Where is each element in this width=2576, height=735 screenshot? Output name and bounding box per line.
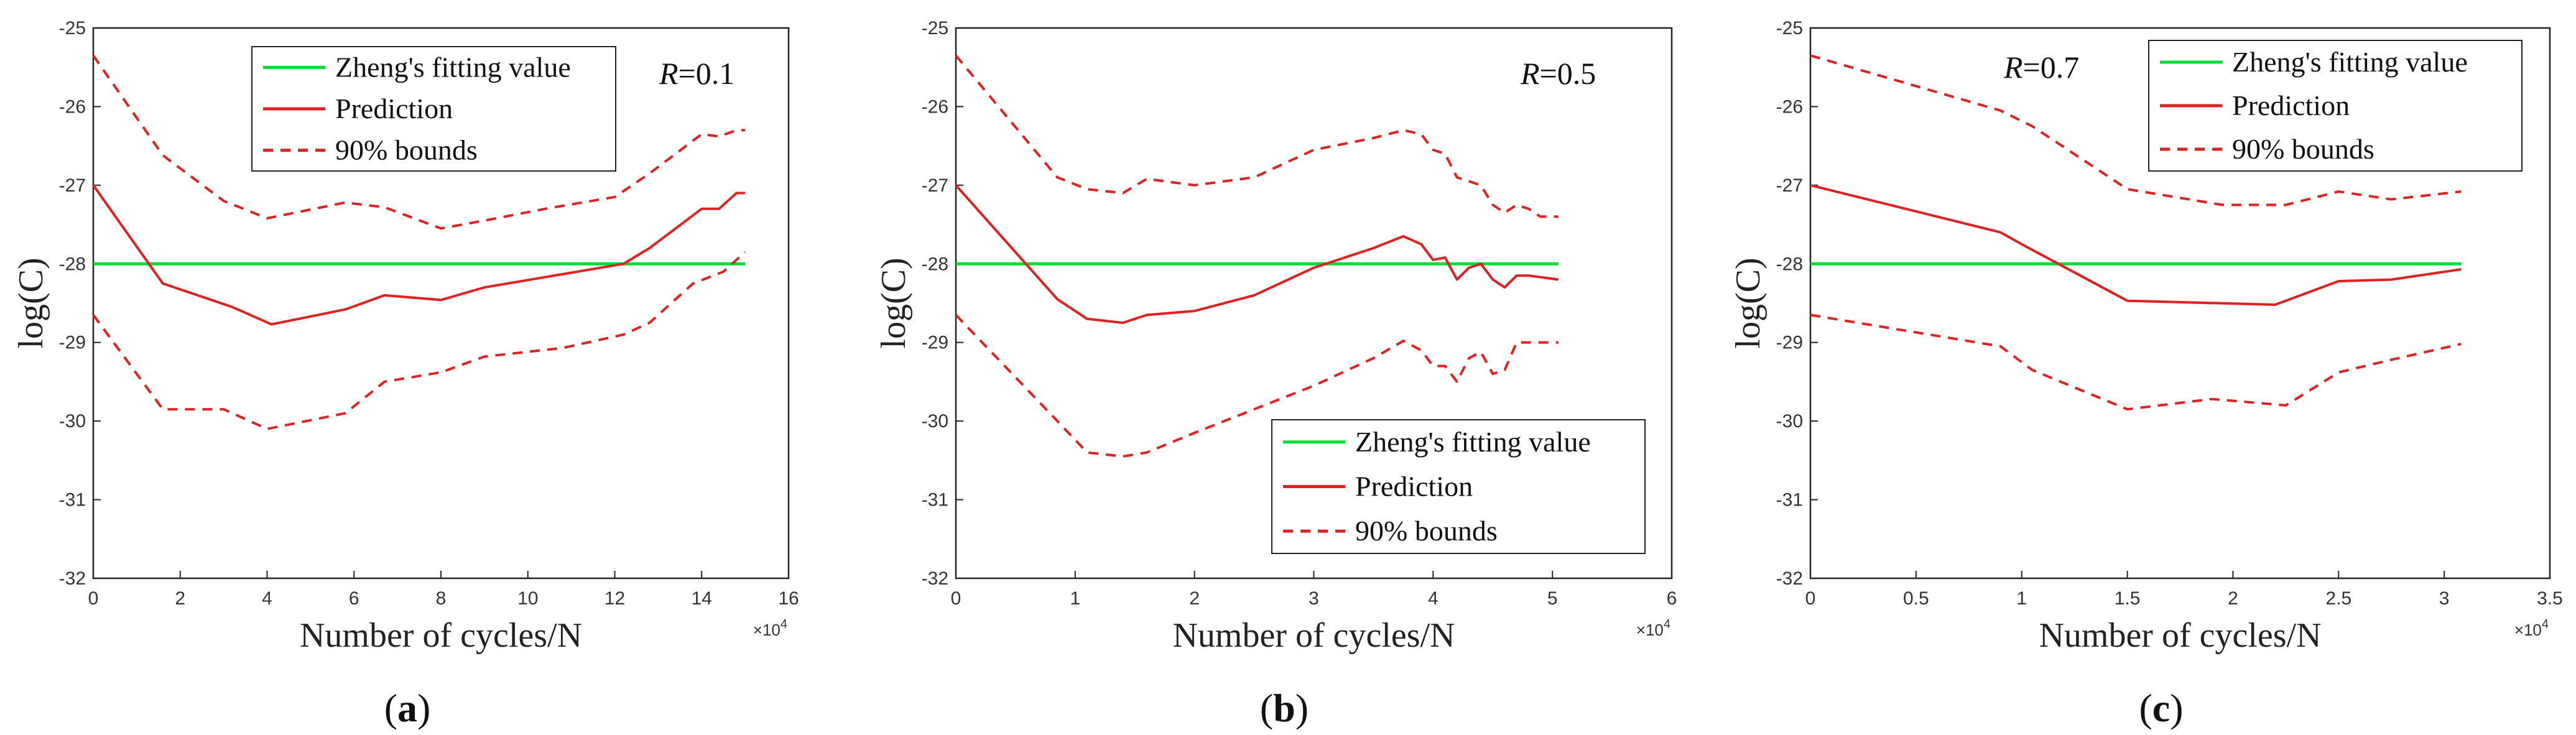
y-tick-label: -32 — [1776, 568, 1803, 589]
y-tick-label: -26 — [1776, 96, 1803, 117]
legend-label-2: 90% bounds — [1355, 515, 1498, 547]
series-line-2 — [92, 55, 746, 230]
y-tick-label: -25 — [1776, 18, 1803, 39]
x-tick-label: 12 — [605, 588, 625, 609]
x-tick-label: 0 — [951, 588, 961, 609]
x-tick-label: 8 — [436, 588, 447, 609]
panel-c: -32 -31 -30 -29 -28 -27 -26 -25 0 0.5 1 1.5 2 2.5 3 3.5… — [1729, 18, 2563, 730]
y-tick-label: -30 — [59, 411, 86, 432]
x-tick-label: 2 — [1189, 588, 1200, 609]
legend: Zheng's fitting value Prediction 90% bound… — [1271, 419, 1646, 554]
y-tick-label: -25 — [922, 18, 948, 39]
x-tick-label: 3.5 — [2537, 588, 2563, 609]
y-axis-label: log(C) — [874, 257, 913, 348]
series-line-2 — [955, 55, 1559, 218]
x-tick-label: 1 — [2016, 588, 2027, 609]
legend-label-0: Zheng's fitting value — [2232, 46, 2468, 78]
y-tick-label: -31 — [1776, 490, 1803, 511]
x-tick-label: 10 — [517, 588, 538, 609]
series-line-1 — [1810, 183, 2462, 306]
x-tick-label: 6 — [1667, 588, 1677, 609]
y-tick-label: -28 — [922, 254, 948, 274]
series-line-2 — [1810, 54, 2462, 206]
x-tick-label: 6 — [349, 588, 359, 609]
x-tick-label: 0 — [1805, 588, 1816, 609]
y-tick-label: -28 — [59, 254, 86, 274]
x-tick-label: 4 — [1428, 588, 1439, 609]
y-tick-label: -26 — [59, 96, 86, 117]
x-tick-label: 5 — [1547, 588, 1558, 609]
y-axis-label: log(C) — [12, 257, 50, 348]
y-tick-label: -32 — [922, 568, 948, 589]
y-tick-label: -27 — [59, 175, 86, 196]
series-line-3 — [92, 251, 746, 430]
legend-label-2: 90% bounds — [335, 134, 478, 166]
series-line-1 — [955, 184, 1559, 325]
legend-label-0: Zheng's fitting value — [1355, 426, 1591, 458]
x-tick-label: 2 — [2228, 588, 2238, 609]
y-tick-label: -30 — [1776, 411, 1803, 432]
x-tick-label: 1.5 — [2115, 588, 2141, 609]
legend-label-1: Prediction — [335, 93, 453, 124]
x-tick-label: 2 — [175, 588, 185, 609]
y-tick-label: -25 — [59, 18, 86, 39]
x-tick-label: 0.5 — [1903, 588, 1929, 609]
legend: Zheng's fitting value Prediction 90% bound… — [251, 46, 616, 172]
panel-caption: (c) — [2139, 686, 2183, 730]
x-tick-label: 1 — [1070, 588, 1080, 609]
series-line-3 — [955, 314, 1559, 458]
legend-label-1: Prediction — [2232, 90, 2350, 121]
panel-a: -32 -31 -30 -29 -28 -27 -26 -25 0 2 4 6 8 10 12 14 16 ×10… — [12, 18, 799, 730]
x-multiplier: ×104 — [2514, 617, 2549, 639]
r-value-annotation: R=0.5 — [1520, 56, 1596, 91]
x-multiplier: ×104 — [1636, 617, 1670, 639]
x-axis-label: Number of cycles/N — [1172, 616, 1455, 655]
x-tick-label: 3 — [1309, 588, 1319, 609]
legend-label-0: Zheng's fitting value — [335, 51, 571, 83]
y-tick-label: -30 — [922, 411, 948, 432]
y-tick-label: -32 — [59, 568, 86, 589]
x-axis-label: Number of cycles/N — [300, 616, 582, 655]
legend: Zheng's fitting value Prediction 90% bound… — [2148, 40, 2523, 172]
x-tick-label: 2.5 — [2325, 588, 2351, 609]
y-tick-label: -26 — [922, 96, 948, 117]
y-axis-label: log(C) — [1729, 257, 1768, 348]
x-tick-label: 14 — [692, 588, 712, 609]
x-axis-label: Number of cycles/N — [2039, 616, 2321, 655]
y-tick-label: -28 — [1776, 254, 1803, 274]
y-tick-label: -29 — [922, 333, 948, 353]
x-multiplier: ×104 — [753, 617, 787, 639]
y-tick-label: -31 — [922, 490, 948, 511]
y-tick-label: -27 — [922, 175, 948, 196]
x-tick-label: 4 — [262, 588, 272, 609]
r-value-annotation: R=0.7 — [2003, 50, 2079, 85]
panel-caption: (a) — [384, 686, 431, 730]
series-line-1 — [92, 184, 746, 326]
x-tick-label: 16 — [778, 588, 799, 609]
x-tick-label: 0 — [88, 588, 99, 609]
x-tick-label: 3 — [2439, 588, 2450, 609]
y-tick-label: -29 — [1776, 333, 1803, 353]
y-tick-label: -31 — [59, 490, 86, 511]
series-line-3 — [1810, 313, 2462, 411]
y-tick-label: -29 — [59, 333, 86, 353]
y-tick-label: -27 — [1776, 175, 1803, 196]
legend-label-1: Prediction — [1355, 471, 1473, 502]
r-value-annotation: R=0.1 — [659, 56, 734, 91]
panel-b: -32 -31 -30 -29 -28 -27 -26 -25 0 1 2 3 4 5 6 ×104 Numbe… — [874, 18, 1677, 730]
panel-caption: (b) — [1260, 686, 1309, 730]
legend-label-2: 90% bounds — [2232, 133, 2374, 165]
